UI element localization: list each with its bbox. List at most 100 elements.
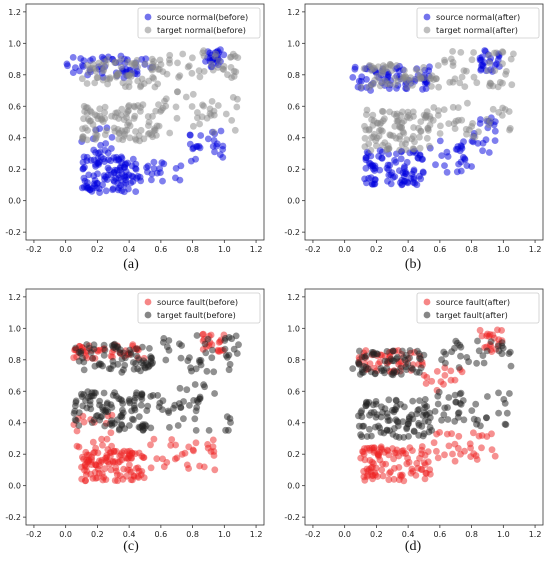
data-point <box>164 407 172 415</box>
data-point <box>138 452 146 460</box>
data-point <box>400 74 408 81</box>
data-point <box>454 104 462 111</box>
data-point <box>120 465 128 473</box>
data-point <box>101 422 109 430</box>
x-tick-label: 1.0 <box>497 245 510 254</box>
data-point <box>96 105 104 113</box>
data-point <box>137 401 145 409</box>
data-point <box>199 49 207 57</box>
data-point <box>416 369 423 376</box>
data-point <box>381 115 388 123</box>
data-point <box>91 79 99 87</box>
data-point <box>382 65 390 72</box>
data-point <box>210 107 218 115</box>
data-point <box>470 49 477 56</box>
data-point <box>75 443 83 451</box>
data-point <box>111 127 119 135</box>
y-tick-label: 1.0 <box>287 39 300 48</box>
data-point <box>159 68 167 75</box>
x-tick-label: 1.2 <box>529 245 542 254</box>
data-point <box>435 83 442 91</box>
data-point <box>88 392 96 400</box>
data-point <box>186 131 194 139</box>
legend-label: source normal(after) <box>436 12 520 22</box>
data-point <box>425 142 433 150</box>
data-point <box>507 362 515 370</box>
data-point <box>183 386 191 394</box>
data-point <box>374 450 381 458</box>
data-point <box>178 342 186 349</box>
data-point <box>388 62 395 69</box>
data-point <box>80 418 88 426</box>
legend-label: source fault(after) <box>436 297 510 307</box>
data-point <box>385 145 393 153</box>
data-point <box>488 446 496 454</box>
x-tick-label: 0.2 <box>370 530 383 539</box>
x-tick-label: 0.4 <box>123 245 136 254</box>
data-point <box>484 393 491 400</box>
data-point <box>193 332 201 339</box>
data-point <box>91 468 99 476</box>
data-point <box>173 114 181 122</box>
data-point <box>84 104 91 111</box>
data-point <box>403 113 411 121</box>
data-point <box>495 409 502 417</box>
data-point <box>376 424 384 432</box>
data-point <box>204 335 212 343</box>
data-point <box>478 332 486 340</box>
data-point <box>458 116 466 124</box>
data-point <box>132 160 140 168</box>
data-point <box>441 162 448 170</box>
data-point <box>150 58 158 65</box>
data-point <box>484 67 492 74</box>
data-point <box>102 476 110 483</box>
data-point <box>89 355 97 362</box>
data-point <box>416 454 423 462</box>
data-point <box>115 174 123 182</box>
y-tick-label: 1.2 <box>287 293 300 302</box>
data-point <box>384 358 391 365</box>
data-point <box>127 476 135 484</box>
y-tick-label: 0.8 <box>8 71 21 80</box>
data-point <box>421 114 429 122</box>
data-point <box>441 56 448 64</box>
legend: source normal(before) target normal(befor… <box>137 7 261 39</box>
data-point <box>441 451 448 459</box>
data-point <box>396 146 404 154</box>
panel-label: (c) <box>123 539 139 554</box>
y-tick-label: 0.2 <box>287 450 300 459</box>
data-point <box>355 77 363 85</box>
data-point <box>98 61 106 69</box>
data-point <box>441 372 449 379</box>
data-point <box>100 172 108 180</box>
data-point <box>137 126 145 134</box>
data-point <box>113 109 121 117</box>
data-point <box>505 350 513 357</box>
scatter-panel-3: -0.2 0.0 0.2 0.4 0.6 0.8 1.0 1.2 -0.2 0.0 0.2 0.4 0.… <box>5 288 265 554</box>
x-tick-label: 0.6 <box>154 245 167 254</box>
data-point <box>475 128 482 136</box>
data-point <box>140 474 148 482</box>
data-point <box>421 79 429 87</box>
data-point <box>476 54 484 62</box>
data-point <box>367 152 375 160</box>
data-point <box>415 419 422 427</box>
data-point <box>117 451 125 459</box>
data-point <box>226 415 234 422</box>
data-point <box>162 356 170 364</box>
data-point <box>210 368 218 376</box>
data-point <box>366 62 373 69</box>
x-tick-label: 0.8 <box>465 245 478 254</box>
data-point <box>166 129 174 137</box>
data-point <box>478 444 485 452</box>
data-point <box>63 60 71 68</box>
data-point <box>368 67 375 74</box>
data-point <box>185 62 193 70</box>
data-point <box>118 355 126 363</box>
data-point <box>447 55 455 63</box>
data-point <box>434 112 442 119</box>
data-point <box>156 165 164 173</box>
data-point <box>387 468 394 476</box>
x-tick-label: 0.2 <box>370 245 383 254</box>
data-point <box>196 393 204 401</box>
